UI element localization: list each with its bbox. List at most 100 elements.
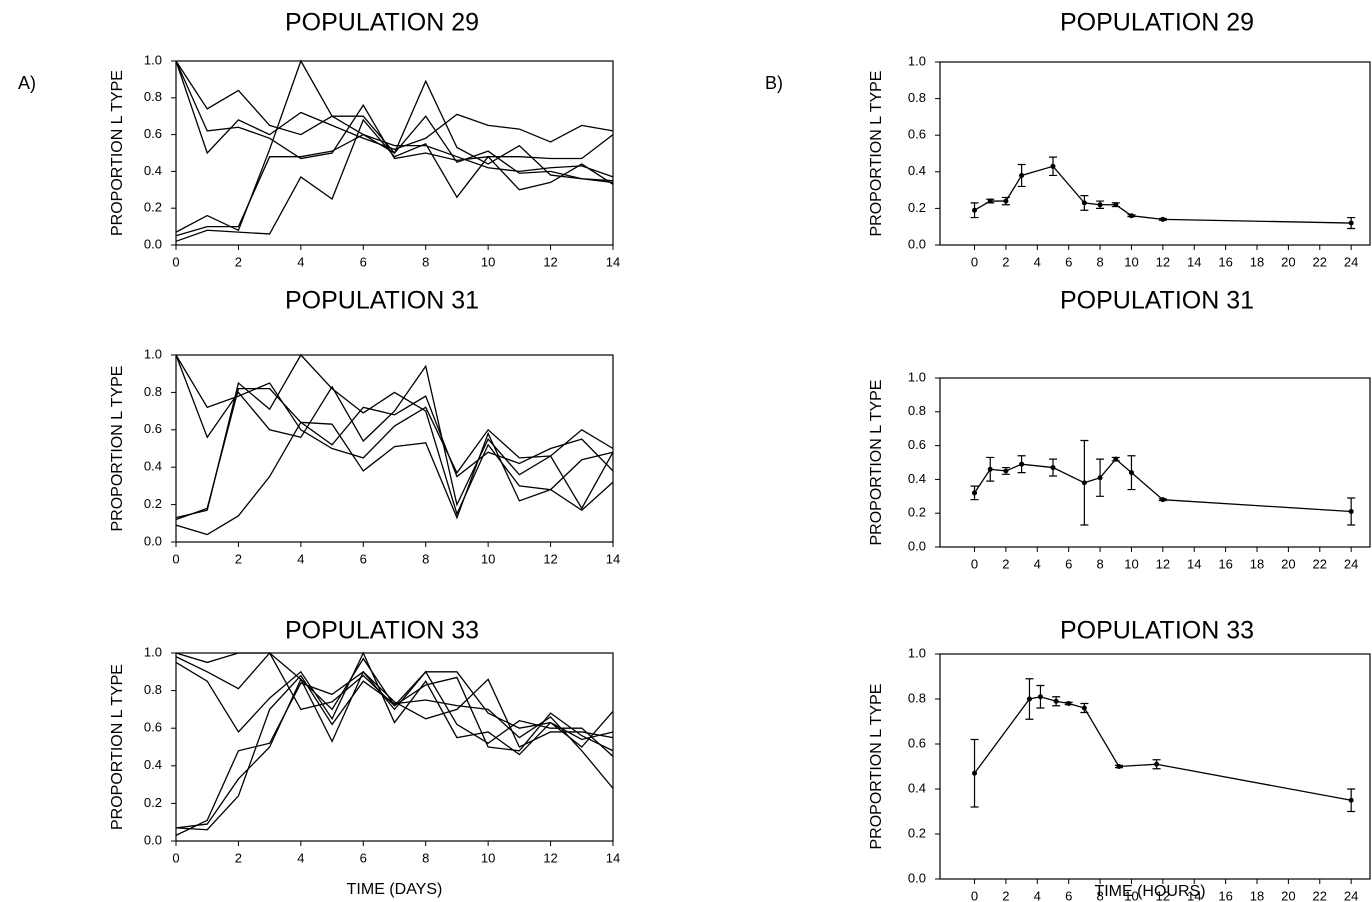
plot-frame — [939, 653, 1371, 880]
y-tick-label: 0.0 — [144, 533, 162, 548]
x-tick-label: 8 — [1096, 556, 1103, 571]
data-point — [1097, 475, 1103, 481]
x-tick-label: 8 — [1096, 254, 1103, 269]
x-tick-label: 6 — [1065, 556, 1072, 571]
y-tick-label: 0.4 — [144, 459, 162, 474]
data-line — [175, 395, 614, 536]
y-tick-label: 0.2 — [144, 200, 162, 215]
x-tick-label: 22 — [1313, 556, 1327, 571]
x-tick-label: 4 — [1034, 556, 1041, 571]
x-tick-label: 8 — [422, 254, 429, 269]
y-tick-label: 1.0 — [908, 645, 926, 660]
x-tick-label: 12 — [543, 850, 557, 865]
data-line — [175, 670, 614, 836]
y-axis-title: PROPORTION L TYPE — [109, 366, 126, 532]
data-point — [1348, 220, 1354, 226]
data-point — [1128, 470, 1134, 476]
data-line — [973, 458, 1352, 513]
y-tick-label: 0.8 — [908, 690, 926, 705]
plot-frame — [939, 61, 1371, 246]
panel-label: A) — [18, 73, 36, 93]
y-tick-label: 0.8 — [908, 403, 926, 418]
x-tick-label: 12 — [1156, 556, 1170, 571]
y-tick-label: 0.0 — [908, 236, 926, 251]
y-tick-label: 1.0 — [144, 52, 162, 67]
data-point — [1037, 694, 1043, 700]
x-tick-label: 10 — [1124, 888, 1138, 902]
x-tick-label: 10 — [481, 850, 495, 865]
x-tick-label: 6 — [1065, 888, 1072, 902]
data-point — [1081, 705, 1087, 711]
y-tick-label: 1.0 — [144, 346, 162, 361]
plot-frame — [175, 354, 614, 543]
y-axis-title: PROPORTION L TYPE — [109, 664, 126, 830]
y-tick-label: 0.0 — [144, 832, 162, 847]
x-tick-label: 8 — [422, 850, 429, 865]
x-tick-label: 22 — [1313, 254, 1327, 269]
data-line — [175, 354, 614, 510]
y-axis-title: PROPORTION L TYPE — [868, 71, 885, 237]
chart-title: POPULATION 31 — [285, 287, 479, 315]
x-tick-label: 2 — [1002, 888, 1009, 902]
chart-title: POPULATION 29 — [1060, 9, 1254, 37]
x-tick-label: 24 — [1344, 254, 1358, 269]
x-tick-label: 12 — [543, 254, 557, 269]
x-tick-label: 16 — [1218, 556, 1232, 571]
data-point — [1019, 172, 1025, 178]
y-tick-label: 0.4 — [908, 780, 926, 795]
y-tick-label: 0.6 — [908, 127, 926, 142]
x-axis-title: TIME (DAYS) — [347, 881, 443, 898]
x-axis-title: TIME (HOURS) — [1094, 883, 1205, 900]
data-point — [1066, 701, 1072, 706]
y-axis-title: PROPORTION L TYPE — [109, 70, 126, 236]
y-tick-label: 0.8 — [144, 682, 162, 697]
data-line — [974, 165, 1352, 224]
chart-title: POPULATION 29 — [285, 9, 479, 37]
x-tick-label: 24 — [1344, 556, 1358, 571]
data-point — [1003, 198, 1009, 204]
x-tick-label: 4 — [297, 254, 304, 269]
panel-label: B) — [765, 73, 783, 93]
chart-title: POPULATION 31 — [1060, 287, 1254, 315]
data-line — [175, 651, 614, 756]
data-line — [175, 60, 614, 162]
data-point — [1019, 461, 1025, 467]
data-point — [1026, 696, 1032, 702]
y-tick-label: 0.2 — [908, 200, 926, 215]
y-axis-title: PROPORTION L TYPE — [868, 684, 885, 850]
x-tick-label: 10 — [1124, 254, 1138, 269]
y-tick-label: 0.4 — [908, 471, 926, 486]
data-point — [972, 207, 978, 213]
y-axis-title: PROPORTION L TYPE — [868, 380, 885, 546]
data-point — [987, 198, 993, 204]
x-tick-label: 6 — [360, 551, 367, 566]
x-tick-label: 0 — [172, 551, 179, 566]
x-tick-label: 12 — [1156, 888, 1170, 902]
data-point — [1050, 465, 1056, 471]
data-point — [1154, 761, 1160, 767]
y-tick-label: 0.4 — [144, 163, 162, 178]
x-tick-label: 2 — [235, 551, 242, 566]
x-tick-label: 0 — [971, 888, 978, 902]
data-point — [1053, 698, 1059, 704]
x-tick-label: 16 — [1218, 888, 1232, 902]
x-tick-label: 2 — [235, 850, 242, 865]
x-tick-label: 14 — [606, 850, 620, 865]
y-tick-label: 0.2 — [908, 825, 926, 840]
data-line — [175, 59, 614, 233]
y-tick-label: 0.8 — [144, 384, 162, 399]
y-tick-label: 0.4 — [908, 163, 926, 178]
data-line — [175, 118, 614, 242]
chart-title: POPULATION 33 — [1060, 617, 1254, 645]
y-tick-label: 0.6 — [144, 126, 162, 141]
data-line — [175, 353, 614, 519]
plot-frame — [939, 377, 1371, 548]
x-tick-label: 4 — [297, 850, 304, 865]
data-point — [987, 466, 993, 472]
data-point — [1348, 509, 1354, 515]
x-tick-label: 14 — [606, 254, 620, 269]
data-point — [1128, 213, 1134, 219]
x-tick-label: 22 — [1313, 888, 1327, 902]
x-tick-label: 2 — [1002, 254, 1009, 269]
data-point — [1113, 456, 1119, 462]
